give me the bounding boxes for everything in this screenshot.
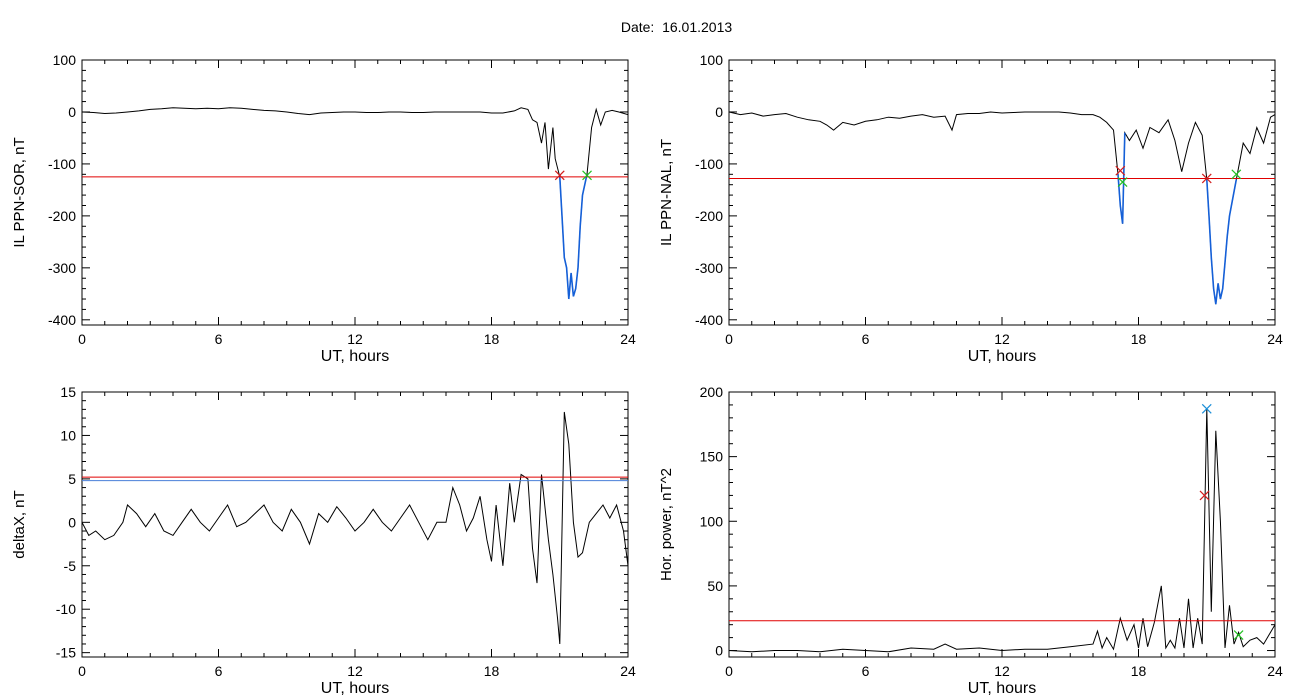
y-tick-label: 15 xyxy=(60,384,76,400)
y-tick-label: -200 xyxy=(695,208,723,224)
chart-panel-3: 0 6 12 18 24 15 10 5 0 -5 -10 -15 UT, hours deltaX, n… xyxy=(11,384,636,697)
y-tick-label: 200 xyxy=(700,384,724,400)
marker-green xyxy=(1231,169,1242,180)
y-tick-label: -5 xyxy=(64,558,77,574)
data-layer xyxy=(82,411,628,645)
y-tick-label: -10 xyxy=(56,601,76,617)
marker-red xyxy=(1199,490,1210,501)
y-tick-label: 10 xyxy=(60,427,76,443)
y-tick-label: 5 xyxy=(68,471,76,487)
x-tick-label: 12 xyxy=(994,663,1010,679)
x-tick-label: 6 xyxy=(862,663,870,679)
x-axis-label: UT, hours xyxy=(321,348,389,365)
marker-red xyxy=(554,170,565,181)
y-tick-label: 0 xyxy=(68,514,76,530)
figure-title: Date: 16.01.2013 xyxy=(620,19,733,35)
data-layer xyxy=(729,111,1275,305)
x-axis-label: UT, hours xyxy=(968,680,1036,697)
marker-blue xyxy=(1201,403,1212,414)
y-tick-label: -300 xyxy=(695,260,723,276)
series-line-1 xyxy=(729,408,1275,653)
x-axis-label: UT, hours xyxy=(321,680,389,697)
x-tick-label: 18 xyxy=(1131,331,1147,347)
chart-panel-4: 0 6 12 18 24 200 150 100 50 0 UT, hours Hor. power,… xyxy=(658,384,1283,697)
x-tick-label: 6 xyxy=(862,331,870,347)
x-tick-label: 6 xyxy=(215,663,223,679)
marker-green xyxy=(1233,630,1244,640)
x-tick-label: 24 xyxy=(620,331,636,347)
marker-green xyxy=(582,170,592,181)
x-tick-label: 12 xyxy=(994,331,1010,347)
x-tick-label: 18 xyxy=(484,331,500,347)
plot-frame xyxy=(728,391,1276,658)
y-axis-label: IL PPN-NAL, nT xyxy=(658,139,675,246)
y-tick-label: 0 xyxy=(715,104,723,120)
x-tick-label: 0 xyxy=(725,663,733,679)
highlight-segment-1 xyxy=(559,174,588,300)
plot-frame xyxy=(728,59,1276,326)
x-tick-label: 0 xyxy=(78,331,86,347)
x-tick-label: 24 xyxy=(1267,663,1283,679)
data-layer xyxy=(82,107,628,300)
series-line-1 xyxy=(82,411,628,645)
marker-green xyxy=(1117,177,1128,188)
y-axis-label: IL PPN-SOR, nT xyxy=(11,137,28,247)
x-tick-label: 6 xyxy=(215,331,223,347)
marker-red xyxy=(1201,173,1212,184)
y-tick-label: 100 xyxy=(53,52,77,68)
x-tick-label: 18 xyxy=(484,663,500,679)
y-tick-label: -400 xyxy=(695,312,723,328)
x-axis-label: UT, hours xyxy=(968,348,1036,365)
y-tick-label: 50 xyxy=(707,578,723,594)
x-tick-label: 0 xyxy=(78,663,86,679)
y-tick-label: 150 xyxy=(700,449,724,465)
y-tick-label: 100 xyxy=(700,52,724,68)
chart-panel-1: 0 6 12 18 24 100 0 -100 -200 -300 -400 UT, hours IL … xyxy=(11,52,636,365)
y-tick-label: -15 xyxy=(56,645,76,661)
x-tick-label: 24 xyxy=(620,663,636,679)
chart-panel-2: 0 6 12 18 24 100 0 -100 -200 -300 -400 UT, hours IL … xyxy=(658,52,1283,365)
plot-frame xyxy=(81,391,629,658)
y-tick-label: -100 xyxy=(695,156,723,172)
highlight-segment-2 xyxy=(1206,179,1238,305)
plot-frame xyxy=(81,59,629,326)
x-tick-label: 18 xyxy=(1131,663,1147,679)
x-tick-label: 12 xyxy=(347,331,363,347)
marker-red xyxy=(1115,165,1126,176)
data-layer xyxy=(729,408,1275,653)
x-tick-label: 0 xyxy=(725,331,733,347)
y-tick-label: -100 xyxy=(48,156,76,172)
y-tick-label: 0 xyxy=(68,104,76,120)
y-tick-label: -200 xyxy=(48,208,76,224)
y-axis-label: deltaX, nT xyxy=(11,490,28,558)
x-tick-label: 12 xyxy=(347,663,363,679)
y-tick-label: 0 xyxy=(715,643,723,659)
series-line-1 xyxy=(729,111,1275,305)
y-axis-label: Hor. power, nT^2 xyxy=(658,468,675,581)
y-tick-label: 100 xyxy=(700,513,724,529)
series-line-1 xyxy=(82,107,628,300)
y-tick-label: -300 xyxy=(48,260,76,276)
x-tick-label: 24 xyxy=(1267,331,1283,347)
y-tick-label: -400 xyxy=(48,312,76,328)
